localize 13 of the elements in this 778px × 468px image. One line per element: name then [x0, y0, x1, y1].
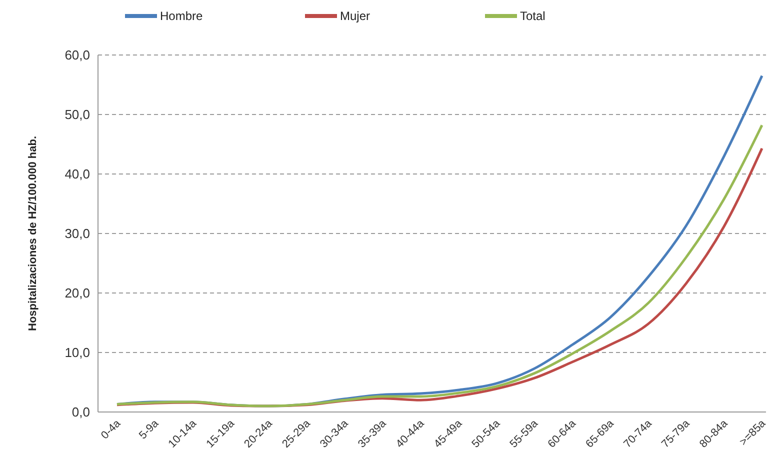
y-axis-title: Hospitalizaciones de HZ/100.000 hab. — [27, 136, 39, 332]
legend-label: Hombre — [160, 9, 204, 24]
y-tick-label: 10,0 — [64, 345, 90, 360]
y-tick-label: 50,0 — [64, 107, 90, 122]
y-tick-label: 60,0 — [64, 48, 90, 63]
y-tick-label: 30,0 — [64, 226, 90, 242]
legend-label: Total — [520, 9, 546, 24]
y-tick-label: 0,0 — [72, 404, 90, 420]
y-tick-label: 40,0 — [64, 166, 90, 182]
x-tick-label: 0-4a — [99, 417, 124, 442]
legend-label: Mujer — [340, 9, 370, 24]
x-tick-label: 5-9a — [137, 417, 162, 442]
y-tick-label: 20,0 — [64, 286, 90, 301]
